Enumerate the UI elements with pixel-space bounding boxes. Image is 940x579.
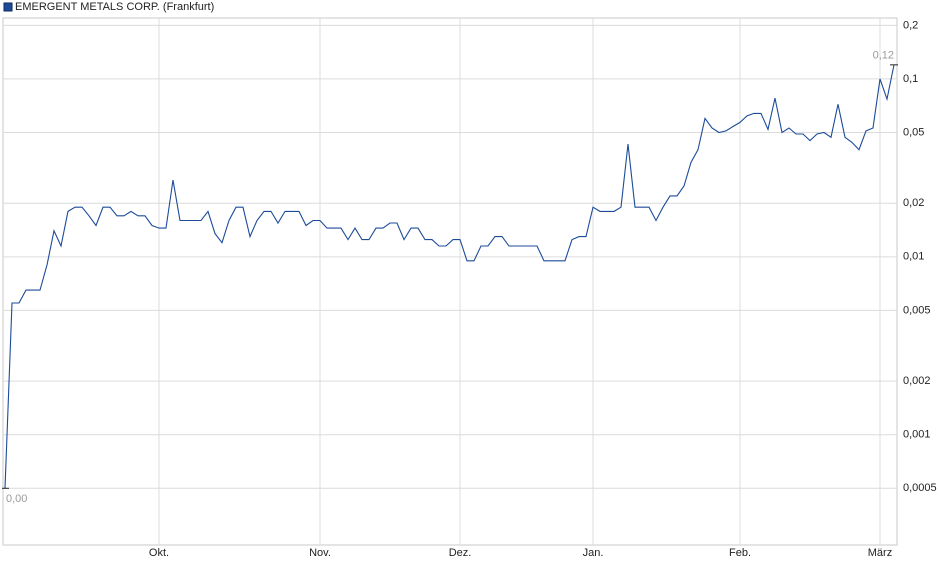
x-tick-label: Dez. <box>449 547 472 559</box>
x-tick-label: Jan. <box>583 547 604 559</box>
y-tick-label: 0,2 <box>903 19 918 31</box>
y-tick-label: 0,005 <box>903 304 931 316</box>
min-label: 0,00 <box>6 493 27 505</box>
y-tick-label: 0,001 <box>903 429 931 441</box>
y-tick-label: 0,1 <box>903 73 918 85</box>
y-tick-label: 0,0005 <box>903 482 937 494</box>
y-tick-label: 0,02 <box>903 197 924 209</box>
legend-swatch <box>3 2 13 12</box>
legend-label: EMERGENT METALS CORP. (Frankfurt) <box>15 1 214 13</box>
y-tick-label: 0,01 <box>903 251 924 263</box>
y-tick-label: 0,002 <box>903 375 931 387</box>
max-label: 0,12 <box>873 50 894 62</box>
x-tick-label: Okt. <box>149 547 169 559</box>
x-tick-label: März <box>868 547 892 559</box>
x-tick-label: Nov. <box>309 547 331 559</box>
x-tick-label: Feb. <box>729 547 751 559</box>
price-line <box>4 64 895 489</box>
y-tick-label: 0,05 <box>903 126 924 138</box>
plot-frame <box>2 17 898 546</box>
